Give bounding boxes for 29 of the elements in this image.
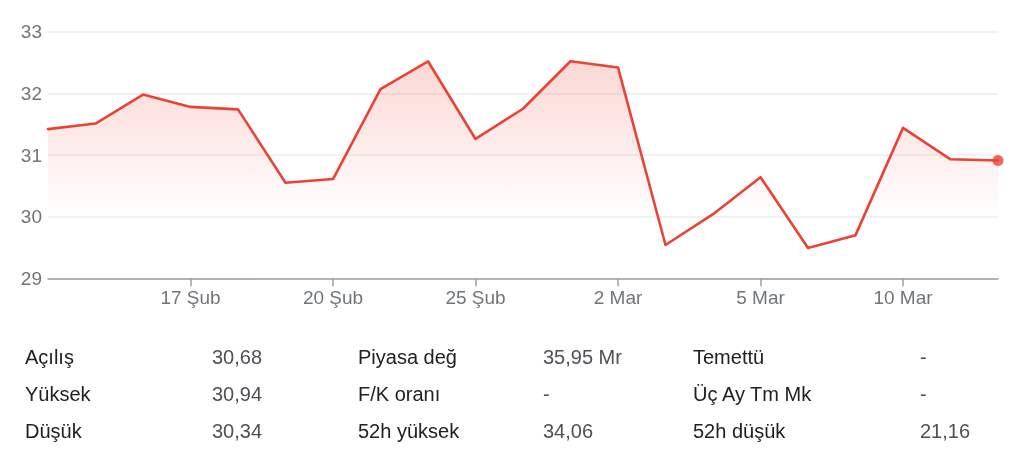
x-tick-label: 2 Mar [593, 287, 643, 309]
x-tick-label: 10 Mar [873, 287, 934, 309]
text: F/K oranı [358, 382, 441, 405]
text: 52h düşük [693, 419, 786, 442]
x-tick-label: 20 Şub [302, 287, 364, 309]
y-tick-label: 29 [20, 267, 42, 289]
x-tick-label: 5 Mar [736, 287, 786, 309]
x-tick-label: 17 Şub [160, 287, 221, 309]
text: 30,68 [212, 345, 263, 368]
text: Temettü [693, 345, 765, 368]
text: 34,06 [543, 419, 594, 442]
text: 35,95 Mr [543, 345, 622, 368]
text: - [920, 345, 927, 368]
x-tick-label: 25 Şub [445, 287, 506, 309]
text: Yüksek [25, 382, 91, 405]
text: 21,16 [920, 419, 971, 442]
text: 52h yüksek [358, 419, 460, 442]
y-tick-label: 33 [20, 21, 42, 43]
text: Üç Ay Tm Mk [693, 382, 812, 405]
y-tick-label: 30 [20, 206, 42, 228]
text: Düşük [25, 419, 82, 442]
text: 30,94 [212, 382, 263, 405]
text: - [543, 382, 550, 405]
y-tick-label: 31 [20, 144, 42, 166]
text: Açılış [25, 345, 74, 368]
text: - [920, 382, 927, 405]
text: 30,34 [212, 419, 263, 442]
text: Piyasa değ [358, 345, 457, 368]
y-tick-label: 32 [20, 82, 42, 104]
